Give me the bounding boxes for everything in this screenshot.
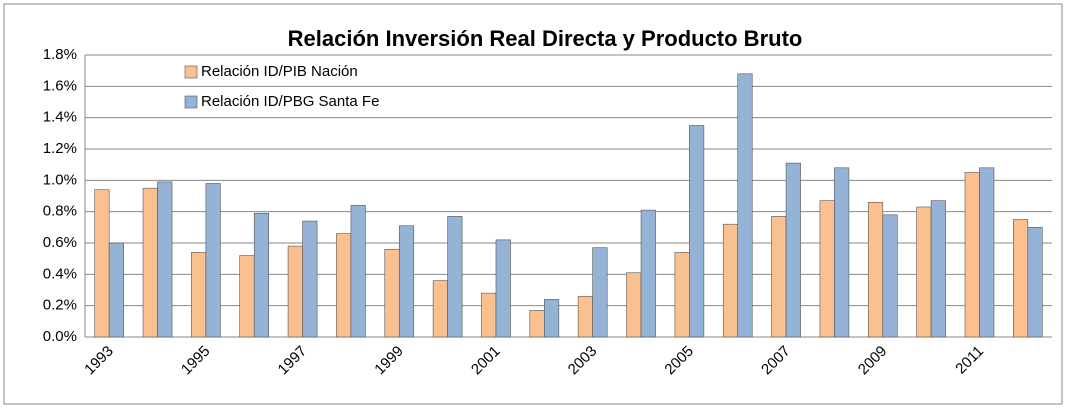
bar [336, 233, 352, 338]
y-tick-label: 1.6% [43, 77, 77, 94]
legend-swatch [184, 95, 198, 109]
bar [142, 187, 158, 338]
bar [964, 172, 980, 338]
bar [737, 73, 753, 338]
bar [882, 214, 898, 338]
bar [350, 205, 366, 338]
bar [108, 242, 124, 338]
bar [930, 200, 946, 338]
bar [384, 248, 400, 338]
y-tick-label: 1.4% [43, 109, 77, 126]
bar [722, 223, 739, 338]
bar [577, 295, 593, 338]
bar [495, 239, 511, 338]
bar [626, 272, 642, 338]
bar [302, 220, 318, 338]
bar [771, 216, 787, 338]
legend-label: Relación ID/PBG Santa Fe [201, 93, 379, 110]
bar [191, 252, 207, 338]
bar [592, 247, 608, 338]
y-tick-label: 0.2% [43, 297, 77, 314]
bar [819, 200, 835, 338]
bar [157, 181, 173, 338]
y-tick-label: 1.0% [43, 171, 77, 188]
bar [205, 183, 221, 338]
bar [834, 167, 850, 338]
legend-label: Relación ID/PIB Nación [201, 63, 358, 80]
y-tick-label: 1.8% [43, 46, 77, 63]
y-tick-label: 0.6% [43, 234, 77, 251]
y-tick-label: 0.8% [43, 203, 77, 220]
bar [447, 216, 463, 338]
bar [689, 125, 705, 338]
chart-title: Relación Inversión Real Directa y Produc… [288, 26, 803, 51]
bar [94, 189, 110, 338]
bar [544, 299, 560, 338]
bar [529, 310, 545, 338]
bar [253, 212, 270, 338]
bar [1027, 227, 1043, 338]
y-tick-label: 0.0% [43, 328, 77, 345]
bar [481, 292, 497, 338]
bar [432, 280, 448, 338]
bar [916, 206, 932, 338]
y-tick-label: 1.2% [43, 140, 77, 157]
bar [239, 255, 255, 338]
bar [674, 252, 690, 338]
bar [640, 209, 656, 338]
bar [979, 167, 995, 338]
bar [1013, 219, 1029, 338]
bar [287, 245, 303, 338]
legend-swatch [184, 65, 198, 79]
bar [785, 162, 801, 338]
bar [867, 201, 884, 338]
bar [398, 225, 415, 338]
y-tick-label: 0.4% [43, 265, 77, 282]
